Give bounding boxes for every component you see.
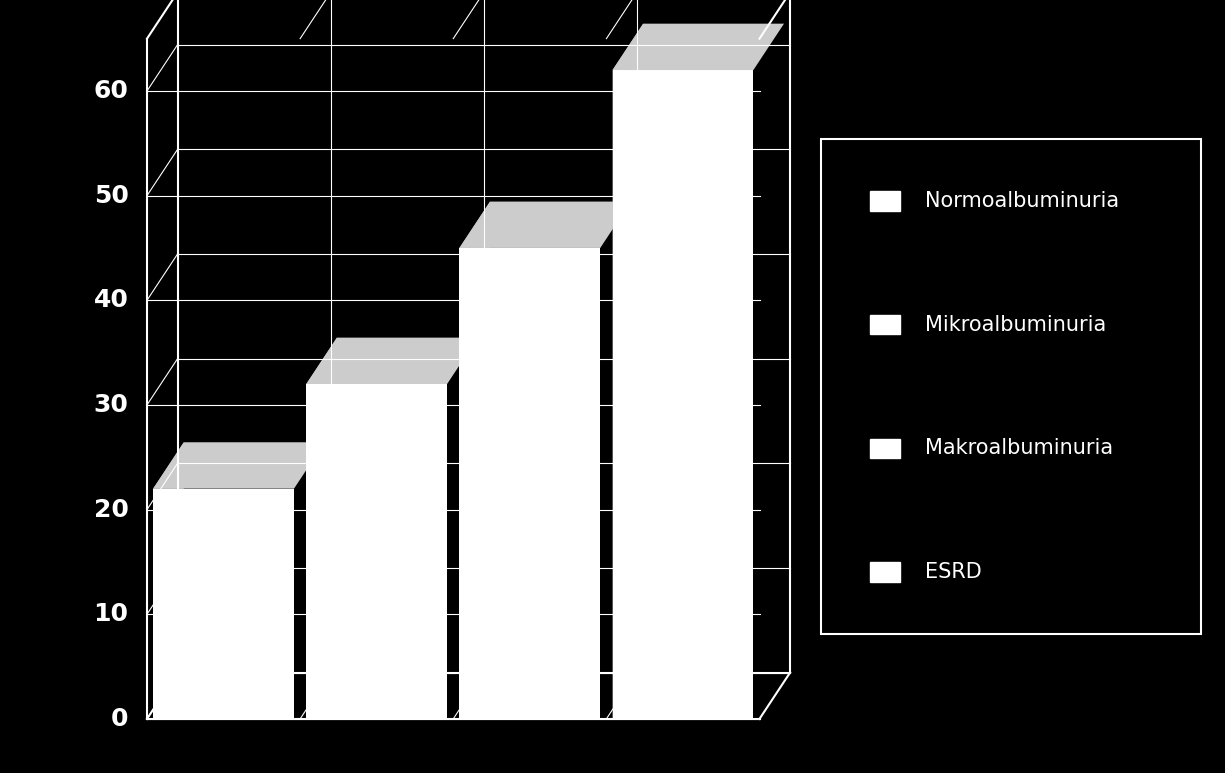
- Polygon shape: [306, 338, 478, 384]
- Text: 10: 10: [93, 602, 129, 626]
- FancyBboxPatch shape: [821, 139, 1200, 634]
- Text: Mikroalbuminuria: Mikroalbuminuria: [925, 315, 1106, 335]
- Polygon shape: [178, 0, 790, 673]
- Polygon shape: [612, 24, 643, 719]
- Polygon shape: [153, 442, 325, 489]
- FancyBboxPatch shape: [306, 384, 447, 719]
- Text: Makroalbuminuria: Makroalbuminuria: [925, 438, 1114, 458]
- Text: 30: 30: [94, 393, 129, 417]
- Text: 60: 60: [94, 79, 129, 103]
- Text: 20: 20: [94, 498, 129, 522]
- FancyBboxPatch shape: [870, 315, 900, 334]
- Polygon shape: [612, 24, 784, 70]
- Text: Normoalbuminuria: Normoalbuminuria: [925, 191, 1118, 211]
- Polygon shape: [459, 202, 490, 719]
- Polygon shape: [459, 202, 631, 248]
- FancyBboxPatch shape: [870, 438, 900, 458]
- FancyBboxPatch shape: [153, 489, 294, 719]
- Text: 40: 40: [94, 288, 129, 312]
- Polygon shape: [147, 673, 790, 719]
- FancyBboxPatch shape: [870, 563, 900, 581]
- Text: ESRD: ESRD: [925, 562, 981, 582]
- Polygon shape: [153, 442, 184, 719]
- Polygon shape: [147, 0, 178, 719]
- FancyBboxPatch shape: [612, 70, 753, 719]
- Text: 0: 0: [111, 707, 129, 731]
- Polygon shape: [306, 338, 337, 719]
- FancyBboxPatch shape: [870, 191, 900, 210]
- FancyBboxPatch shape: [459, 248, 600, 719]
- Text: 50: 50: [94, 184, 129, 208]
